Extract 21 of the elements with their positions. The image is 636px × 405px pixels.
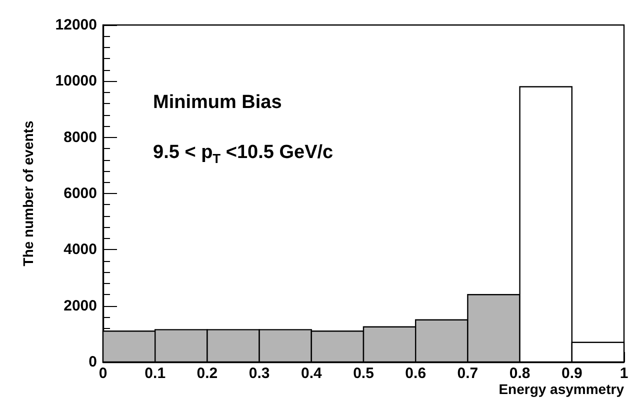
- x-tick-label: 1: [620, 365, 628, 382]
- x-tick-label: 0.9: [561, 365, 582, 382]
- x-tick-label: 0: [98, 365, 108, 382]
- annotation: Minimum Bias: [153, 92, 282, 113]
- x-tick-label: 0.7: [457, 365, 478, 382]
- x-tick-label: 0.2: [196, 365, 218, 382]
- x-tick-label: 0.5: [353, 365, 374, 382]
- y-tick-label: 8000: [64, 128, 97, 146]
- x-tick-label: 0.8: [509, 365, 530, 382]
- y-tick-label: 2000: [64, 297, 97, 314]
- x-tick-label: 0.3: [248, 365, 270, 382]
- x-tick-label: 0.4: [300, 365, 322, 382]
- y-axis-title: The number of events: [20, 120, 36, 266]
- y-tick-label: 0: [88, 354, 97, 370]
- x-tick-label: 0.6: [405, 365, 426, 382]
- x-tick-label: 0.1: [144, 365, 166, 382]
- y-tick-label: 4000: [64, 241, 97, 258]
- x-axis-title: Energy asymmetry: [498, 381, 624, 397]
- y-tick-label: 12000: [55, 16, 97, 34]
- y-tick-label: 6000: [64, 185, 97, 202]
- y-tick-label: 10000: [55, 72, 97, 90]
